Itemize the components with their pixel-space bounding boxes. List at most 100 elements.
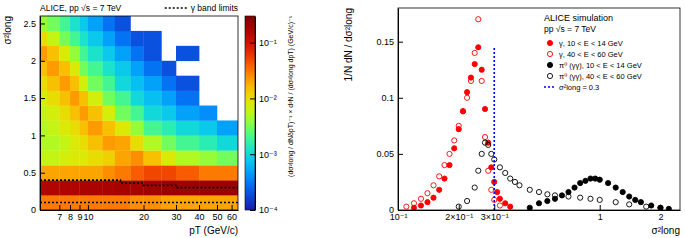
heat-cell bbox=[40, 16, 47, 31]
heat-cell bbox=[161, 106, 176, 121]
tick-label: 7 bbox=[57, 212, 62, 222]
tick-label: 10⁻⁴ bbox=[259, 205, 278, 215]
data-point bbox=[431, 195, 436, 200]
y-axis-title: 1/N dN / dσ²long bbox=[343, 8, 354, 81]
data-point bbox=[503, 170, 508, 175]
tick: 1 bbox=[31, 131, 45, 141]
heat-cell bbox=[115, 150, 131, 165]
tick-mark bbox=[79, 205, 80, 210]
data-point bbox=[456, 123, 461, 128]
data-point bbox=[460, 109, 465, 114]
tick-mark bbox=[250, 154, 255, 155]
tick-label: 1 bbox=[31, 131, 36, 141]
heat-cell bbox=[130, 91, 143, 106]
heat-cell bbox=[79, 31, 88, 46]
tick-mark bbox=[40, 135, 45, 136]
heat-cell bbox=[47, 106, 60, 121]
heat-cell bbox=[176, 180, 199, 195]
heat-cell bbox=[130, 165, 143, 180]
tick-label: 8 bbox=[68, 212, 73, 222]
tick-mark bbox=[250, 43, 255, 44]
heat-cell bbox=[47, 46, 60, 61]
heat-cell bbox=[79, 135, 88, 150]
plot-area bbox=[40, 16, 238, 210]
axis-line bbox=[255, 17, 256, 211]
heat-cell bbox=[103, 76, 116, 91]
data-point bbox=[447, 163, 452, 168]
tick: 60 bbox=[227, 205, 237, 222]
heat-cell bbox=[144, 150, 162, 165]
heat-cell bbox=[88, 16, 103, 31]
tick: 1.5 bbox=[23, 93, 45, 103]
heat-cell bbox=[103, 31, 116, 46]
tick-mark bbox=[600, 205, 601, 210]
heat-cell bbox=[70, 16, 80, 31]
heat-cell bbox=[88, 180, 103, 195]
data-point bbox=[527, 205, 532, 210]
data-point bbox=[486, 168, 491, 173]
color-bar-axis: 10⁻⁴10⁻³10⁻²10⁻¹ bbox=[250, 17, 278, 216]
legend-swatch bbox=[165, 7, 187, 9]
heat-cell bbox=[88, 61, 103, 76]
heat-cell bbox=[176, 76, 199, 91]
heat-cell bbox=[103, 135, 116, 150]
heat-cell bbox=[115, 46, 131, 61]
heat-cell bbox=[47, 180, 60, 195]
tick-label: 0 bbox=[389, 205, 394, 215]
tick-mark bbox=[494, 205, 495, 210]
data-point bbox=[497, 203, 502, 208]
data-point bbox=[442, 163, 447, 168]
tick: 10⁻¹ bbox=[250, 38, 277, 48]
tick-label: 30 bbox=[172, 212, 182, 222]
legend-swatch bbox=[547, 51, 552, 56]
heat-cell bbox=[79, 106, 88, 121]
data-point bbox=[479, 151, 484, 156]
tick-mark bbox=[660, 205, 661, 210]
heat-cell bbox=[70, 120, 80, 135]
tick: 10⁻³ bbox=[250, 150, 277, 160]
heat-cell bbox=[115, 120, 131, 135]
color-bar bbox=[245, 16, 255, 210]
data-point bbox=[583, 178, 588, 183]
heat-cell bbox=[88, 76, 103, 91]
heat-cell bbox=[40, 150, 47, 165]
plot-frame bbox=[398, 8, 680, 210]
data-point bbox=[620, 189, 625, 194]
heat-cell bbox=[59, 180, 70, 195]
title: ALICE simulation bbox=[544, 13, 613, 23]
tick-label: 60 bbox=[227, 212, 237, 222]
heat-cell bbox=[40, 135, 47, 150]
tick-label: 0.15 bbox=[376, 37, 394, 47]
data-point bbox=[482, 106, 487, 111]
heat-cell bbox=[103, 180, 116, 195]
heat-cell bbox=[59, 135, 70, 150]
heat-cell bbox=[47, 165, 60, 180]
tick: 2.5 bbox=[23, 19, 45, 29]
heat-cell bbox=[161, 135, 176, 150]
heat-cell bbox=[161, 91, 176, 106]
data-point bbox=[452, 146, 457, 151]
legend-swatch bbox=[547, 62, 552, 67]
data-point bbox=[649, 203, 654, 208]
tick: 10 bbox=[83, 205, 93, 222]
heat-cell bbox=[47, 135, 60, 150]
tick: 2 bbox=[31, 56, 45, 66]
data-point bbox=[658, 205, 663, 210]
heat-cell bbox=[59, 106, 70, 121]
tick: 30 bbox=[172, 205, 182, 222]
data-point bbox=[597, 177, 602, 182]
heat-cell bbox=[115, 61, 131, 76]
heat-cell bbox=[40, 46, 47, 61]
heat-cell bbox=[70, 180, 80, 195]
data-point bbox=[613, 185, 618, 190]
heat-cell bbox=[70, 46, 80, 61]
data-point bbox=[479, 67, 484, 72]
heat-cell bbox=[161, 76, 176, 91]
tick: 0.15 bbox=[376, 37, 403, 47]
data-point bbox=[472, 50, 477, 55]
heat-cell bbox=[59, 76, 70, 91]
tick: 0 bbox=[31, 205, 45, 215]
tick: 2×10⁻¹ bbox=[445, 205, 473, 222]
heat-cell bbox=[144, 106, 162, 121]
tick-mark bbox=[217, 205, 218, 210]
